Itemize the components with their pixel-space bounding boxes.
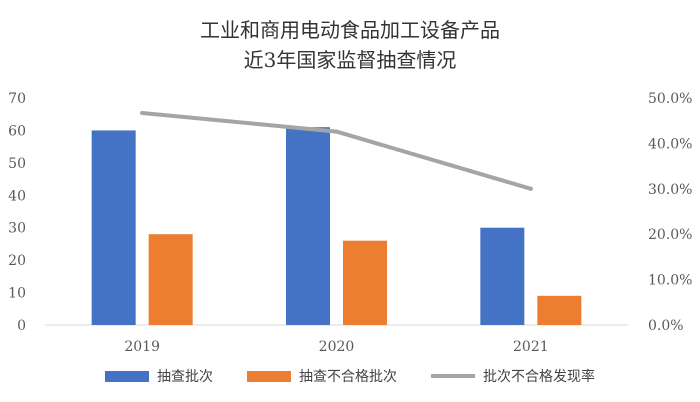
- bar-unqualified-2021: [537, 295, 582, 325]
- legend-swatch-inspected: [105, 370, 149, 382]
- chart-subtitle: 近3年国家监督抽查情况: [243, 48, 457, 72]
- legend-item-inspected: 抽查批次: [105, 366, 213, 386]
- rate-line: [140, 110, 533, 191]
- y-left-tick-label: 50: [8, 156, 26, 172]
- rate-point-2020: [334, 129, 339, 134]
- y-left-tick-label: 30: [8, 221, 26, 237]
- rate-point-2019: [140, 110, 145, 115]
- y-right-tick-label: 40.0%: [648, 136, 692, 152]
- bar-inspected-2019: [91, 130, 136, 325]
- y-right-tick-label: 50.0%: [648, 91, 692, 107]
- bar-inspected-2020: [286, 127, 330, 325]
- chart-title: 工业和商用电动食品加工设备产品: [200, 18, 500, 42]
- y-right-tick-label: 10.0%: [648, 273, 692, 289]
- legend-label-rate: 批次不合格发现率: [483, 369, 595, 385]
- y-left-tick-label: 0: [17, 318, 26, 334]
- legend-item-unqualified: 抽查不合格批次: [247, 366, 397, 386]
- x-tick-label: 2019: [124, 339, 160, 355]
- y-left-tick-label: 20: [8, 253, 26, 269]
- y-left-tick-label: 40: [8, 188, 26, 204]
- x-tick-label: 2020: [319, 339, 355, 355]
- legend-swatch-unqualified: [247, 370, 291, 382]
- bar-unqualified-2019: [148, 234, 193, 325]
- y-left-tick-label: 10: [8, 286, 26, 302]
- bar-inspected-2021: [480, 227, 525, 325]
- legend-label-inspected: 抽查批次: [157, 369, 213, 385]
- legend-item-rate: 批次不合格发现率: [431, 366, 595, 386]
- legend-swatch-rate: [431, 374, 475, 378]
- y-left-tick-label: 70: [8, 91, 26, 107]
- legend-label-unqualified: 抽查不合格批次: [299, 369, 397, 385]
- y-left-tick-label: 60: [8, 123, 26, 139]
- rate-point-2021: [528, 186, 533, 191]
- x-tick-label: 2021: [513, 339, 549, 355]
- legend: 抽查批次 抽查不合格批次 批次不合格发现率: [0, 366, 700, 386]
- y-right-tick-label: 30.0%: [648, 182, 692, 198]
- bar-unqualified-2020: [343, 240, 387, 325]
- y-right-tick-label: 20.0%: [648, 227, 692, 243]
- y-right-tick-label: 0.0%: [648, 318, 684, 334]
